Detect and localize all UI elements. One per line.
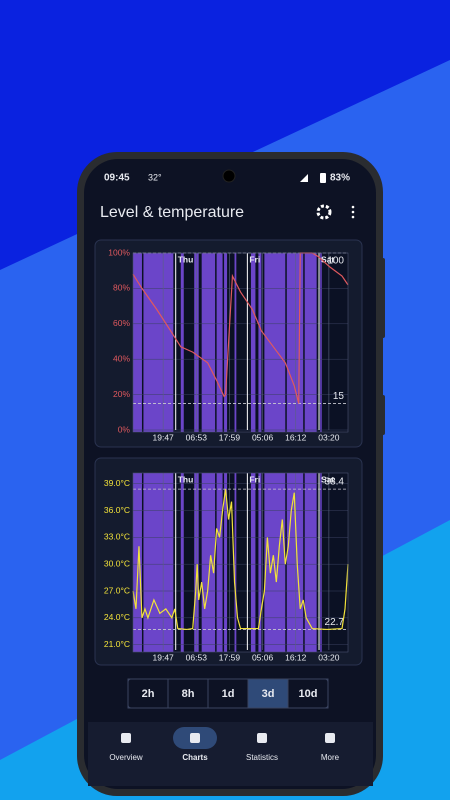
shaded-interval [234, 473, 237, 652]
y-tick-label: 24.0°C [104, 612, 130, 622]
nav-label[interactable]: More [321, 753, 340, 762]
reference-label: 22.7 [325, 617, 345, 628]
x-tick-label: 19:47 [153, 652, 175, 662]
y-tick-label: 20% [113, 389, 130, 399]
y-tick-label: 27.0°C [104, 585, 130, 595]
shaded-interval [258, 473, 262, 652]
shaded-interval [216, 473, 223, 652]
x-tick-label: 17:59 [219, 652, 241, 662]
shaded-interval [224, 473, 228, 652]
range-button-label[interactable]: 10d [299, 688, 318, 700]
x-tick-label: 05:06 [252, 652, 274, 662]
x-tick-label: 16:12 [285, 652, 307, 662]
y-tick-label: 40% [113, 353, 130, 363]
shaded-interval [258, 253, 262, 432]
battery-icon [320, 173, 326, 183]
shaded-interval [143, 473, 174, 652]
shaded-interval [180, 473, 184, 652]
y-tick-label: 0% [118, 424, 131, 434]
x-tick-label: 06:53 [186, 652, 208, 662]
shaded-interval [224, 253, 228, 432]
settings-button[interactable] [316, 204, 332, 220]
x-tick-label: 05:06 [252, 432, 274, 442]
shaded-interval [143, 253, 174, 432]
day-label: Fri [249, 254, 260, 264]
menu-button[interactable] [351, 205, 355, 219]
shaded-interval [264, 253, 286, 432]
x-tick-label: 03:20 [318, 652, 340, 662]
shaded-interval [250, 253, 256, 432]
range-button-label[interactable]: 8h [182, 688, 195, 700]
shaded-interval [180, 253, 184, 432]
range-button-label[interactable]: 3d [262, 688, 275, 700]
y-tick-label: 33.0°C [104, 532, 130, 542]
app-title: Level & temperature [100, 204, 244, 221]
nav-icon[interactable] [190, 733, 200, 743]
reference-label: 38.4 [325, 477, 345, 488]
day-label: Thu [178, 254, 194, 264]
status-time: 09:45 [104, 173, 130, 184]
nav-label[interactable]: Charts [182, 753, 208, 762]
shaded-interval [201, 253, 216, 432]
y-tick-label: 80% [113, 283, 130, 293]
nav-label[interactable]: Overview [109, 753, 143, 762]
shaded-interval [133, 473, 142, 652]
reference-label: 100 [327, 256, 344, 267]
nav-label[interactable]: Statistics [246, 753, 278, 762]
data-line [132, 252, 349, 404]
y-tick-label: 60% [113, 318, 130, 328]
reference-label: 15 [333, 391, 345, 402]
day-label: Thu [178, 474, 194, 484]
y-tick-label: 21.0°C [104, 639, 130, 649]
shaded-interval [250, 473, 256, 652]
shaded-interval [264, 473, 286, 652]
plot-border [132, 472, 349, 653]
phone-button [380, 258, 385, 338]
shaded-interval [234, 253, 237, 432]
shaded-interval [304, 473, 317, 652]
phone-button [380, 395, 385, 435]
signal-icon [300, 174, 308, 182]
y-tick-label: 39.0°C [104, 478, 130, 488]
camera [222, 169, 236, 183]
range-button[interactable] [287, 678, 329, 709]
status-temperature: 32° [148, 172, 162, 182]
bottom-nav [88, 722, 373, 786]
shaded-interval [304, 253, 317, 432]
plot-border [132, 252, 349, 433]
nav-icon[interactable] [257, 733, 267, 743]
x-tick-label: 16:12 [285, 432, 307, 442]
data-line [132, 489, 349, 631]
day-label: Fri [249, 474, 260, 484]
shaded-interval [133, 253, 142, 432]
range-button[interactable] [247, 678, 289, 709]
range-button-label[interactable]: 1d [222, 688, 235, 700]
x-tick-label: 06:53 [186, 432, 208, 442]
shaded-interval [216, 253, 223, 432]
nav-icon[interactable] [325, 733, 335, 743]
x-tick-label: 19:47 [153, 432, 175, 442]
y-tick-label: 36.0°C [104, 505, 130, 515]
nav-icon[interactable] [121, 733, 131, 743]
x-tick-label: 03:20 [318, 432, 340, 442]
day-label: Sat [321, 254, 334, 264]
range-button-label[interactable]: 2h [142, 688, 155, 700]
day-label: Sat [321, 474, 334, 484]
y-tick-label: 100% [108, 247, 130, 257]
x-tick-label: 17:59 [219, 432, 241, 442]
shaded-interval [201, 473, 216, 652]
shaded-interval [320, 253, 322, 432]
shaded-interval [320, 473, 322, 652]
y-tick-label: 30.0°C [104, 558, 130, 568]
shaded-interval [286, 253, 304, 432]
status-battery: 83% [330, 173, 350, 184]
